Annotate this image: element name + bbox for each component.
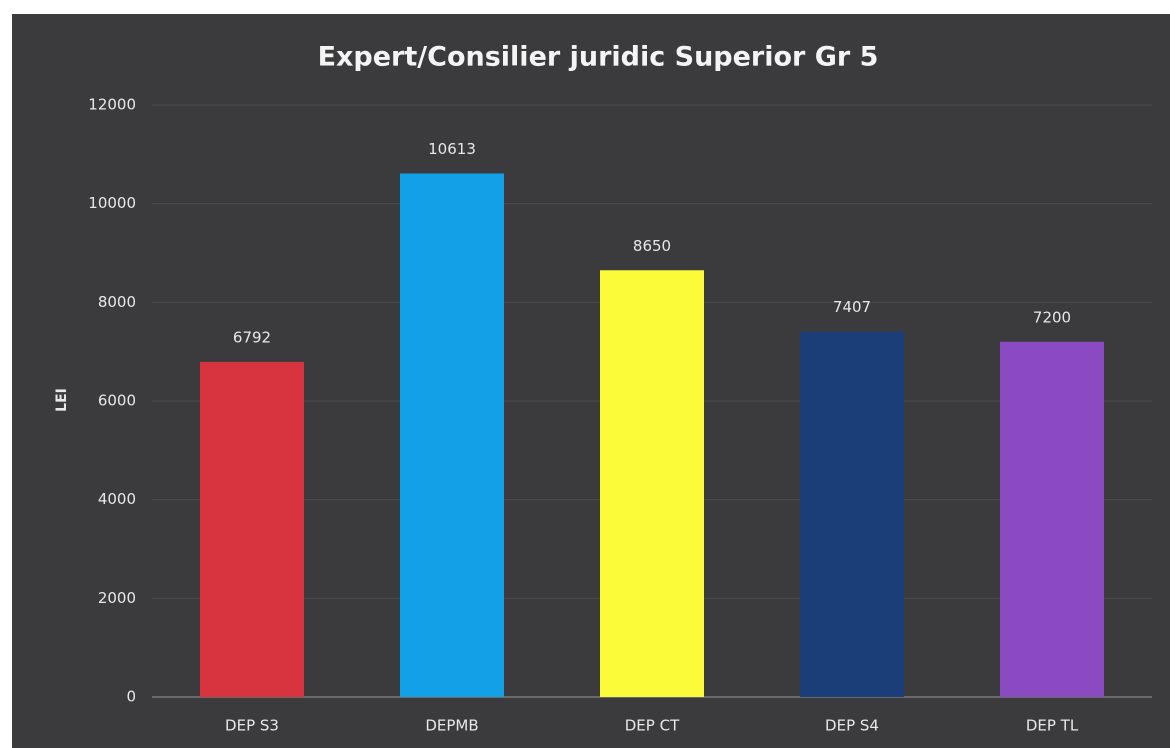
data-label: 10613 [428, 140, 476, 158]
y-tick-label: 6000 [98, 392, 136, 410]
data-label: 7200 [1033, 308, 1071, 326]
chart-background [12, 14, 1170, 748]
x-tick-label: DEP CT [625, 717, 680, 735]
x-tick-label: DEP S3 [225, 717, 279, 735]
x-tick-label: DEP S4 [825, 717, 879, 735]
bar [400, 173, 504, 697]
bar [200, 361, 304, 697]
data-label: 7407 [833, 298, 871, 316]
y-tick-label: 0 [126, 688, 136, 706]
bar [800, 331, 904, 697]
bar [1000, 341, 1104, 697]
y-tick-label: 12000 [88, 96, 136, 114]
data-label: 8650 [633, 237, 671, 255]
data-label: 6792 [233, 328, 271, 346]
chart-title: Expert/Consilier juridic Superior Gr 5 [318, 42, 879, 73]
bar [600, 270, 704, 697]
y-tick-label: 2000 [98, 589, 136, 607]
y-tick-label: 4000 [98, 490, 136, 508]
x-tick-label: DEP TL [1026, 717, 1079, 735]
y-tick-label: 8000 [98, 293, 136, 311]
x-tick-label: DEPMB [425, 717, 478, 735]
y-axis-label: LEI [54, 388, 70, 412]
y-tick-label: 10000 [88, 194, 136, 212]
